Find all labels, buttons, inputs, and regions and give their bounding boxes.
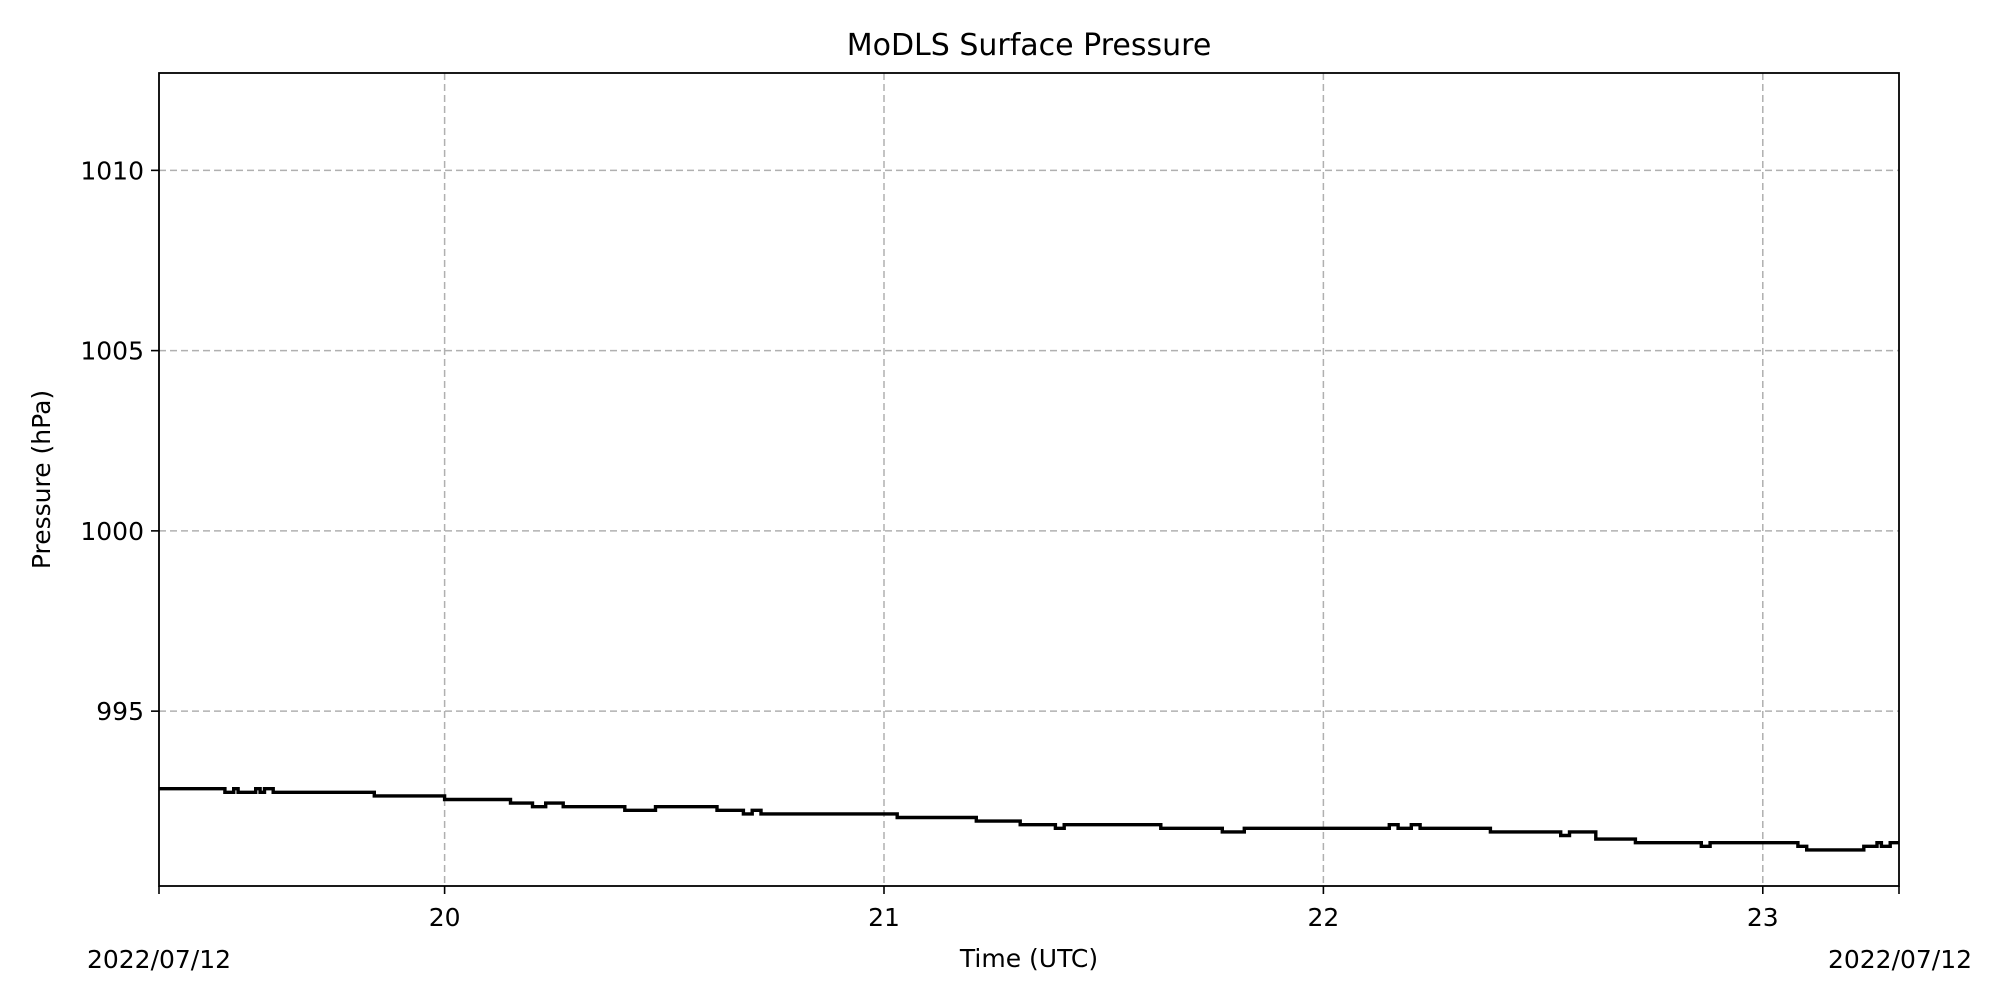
y-axis-label: Pressure (hPa) xyxy=(27,390,56,569)
y-tick-label: 995 xyxy=(96,697,144,726)
x-tick-label: 23 xyxy=(1747,903,1779,932)
date-label-right: 2022/07/12 xyxy=(1828,945,1972,974)
x-tick-label: 22 xyxy=(1307,903,1339,932)
plot-frame xyxy=(158,72,1900,887)
y-tick-label: 1005 xyxy=(80,337,144,366)
x-tick-label: 21 xyxy=(868,903,900,932)
chart-title: MoDLS Surface Pressure xyxy=(847,28,1212,63)
tick-layer: 20 21 22 23 995 1000 1005 1010 xyxy=(80,156,1900,932)
x-axis-label: Time (UTC) xyxy=(959,944,1098,973)
y-tick-label: 1010 xyxy=(80,156,144,185)
x-tick-label: 20 xyxy=(429,903,461,932)
pressure-series-line xyxy=(159,787,1899,852)
grid-layer xyxy=(159,73,1899,886)
y-tick-label: 1000 xyxy=(80,517,144,546)
date-label-left: 2022/07/12 xyxy=(87,945,231,974)
